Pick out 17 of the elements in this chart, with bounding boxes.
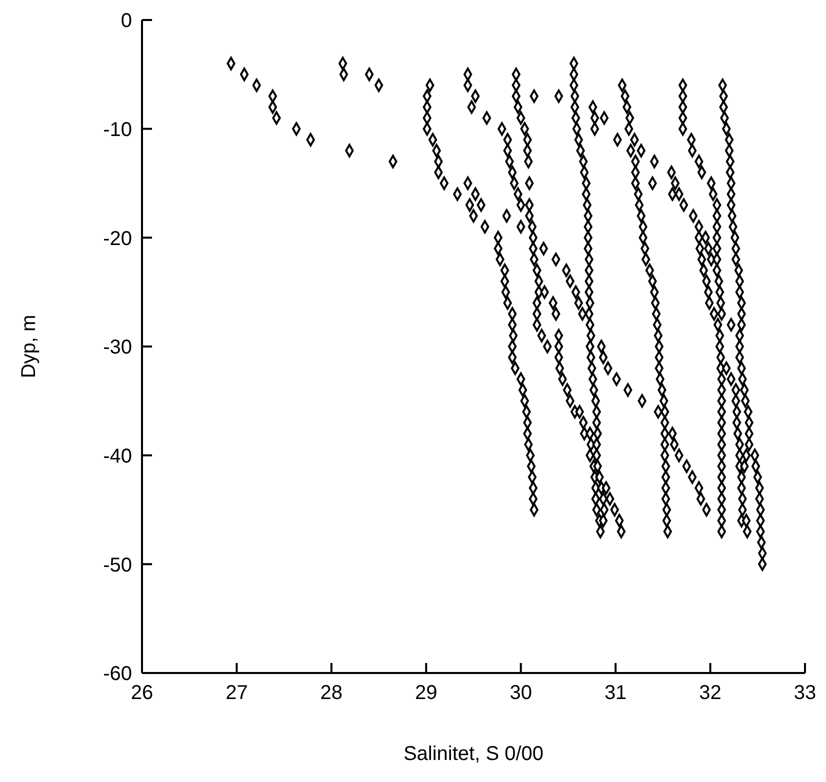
x-tick-label: 27 [226, 682, 248, 704]
y-tick-label: -30 [103, 336, 132, 359]
y-tick-label: -10 [103, 118, 132, 141]
y-tick-label: -60 [103, 663, 132, 686]
y-tick-label: -40 [103, 445, 132, 468]
x-tick-label: 32 [699, 682, 722, 704]
x-tick-label: 26 [130, 682, 154, 704]
x-tick-label: 29 [415, 682, 438, 704]
x-tick-label: 31 [604, 682, 627, 704]
x-tick-label: 30 [510, 682, 532, 704]
y-tick-label: -50 [103, 554, 132, 576]
x-tick-label: 28 [320, 682, 343, 704]
y-axis-title: Dyp, m [18, 314, 40, 378]
x-tick-label: 33 [794, 682, 816, 704]
y-tick-label: 0 [120, 10, 132, 32]
y-tick-label: -20 [103, 228, 132, 250]
x-axis-title: Salinitet, S 0/00 [403, 743, 544, 765]
